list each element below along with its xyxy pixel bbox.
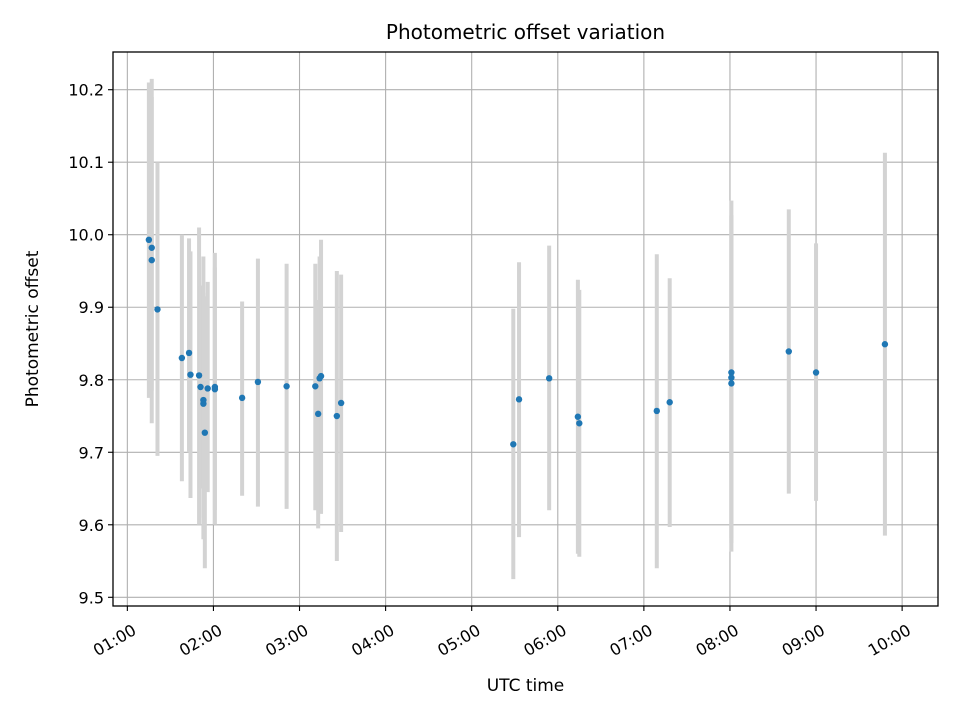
data-point	[185, 349, 193, 357]
data-point	[317, 372, 325, 380]
data-point	[283, 383, 290, 390]
data-point	[333, 412, 341, 420]
data-point	[653, 407, 660, 415]
data-point	[197, 383, 204, 391]
data-point	[254, 378, 262, 386]
data-point	[314, 410, 322, 418]
data-point	[510, 441, 517, 448]
data-point	[154, 306, 161, 313]
plot-frame	[112, 51, 939, 607]
data-point	[881, 341, 889, 348]
y-tick-label: 9.9	[79, 298, 104, 317]
data-point	[728, 374, 735, 381]
data-point	[515, 396, 523, 403]
data-point	[574, 413, 582, 420]
data-point	[145, 236, 153, 244]
chart-title: Photometric offset variation	[386, 20, 665, 44]
y-tick-label: 9.6	[79, 516, 104, 535]
y-axis-label: Photometric offset	[23, 250, 43, 407]
data-point	[195, 372, 203, 379]
data-point	[812, 369, 820, 376]
data-points	[145, 236, 889, 448]
data-point	[201, 429, 209, 436]
data-point	[666, 399, 673, 406]
y-tick-label: 9.5	[79, 588, 104, 607]
data-point	[204, 385, 211, 392]
data-point	[148, 256, 155, 264]
x-axis-label: UTC time	[487, 676, 565, 696]
y-tick-label: 9.7	[79, 443, 104, 462]
data-point	[728, 369, 735, 376]
data-point	[785, 348, 792, 355]
data-point	[238, 394, 246, 402]
grid	[113, 52, 938, 606]
y-tick-label: 10.0	[68, 226, 104, 245]
data-point	[178, 354, 186, 362]
data-point	[576, 420, 583, 427]
y-tick-label: 10.1	[68, 153, 104, 172]
data-point	[545, 375, 553, 382]
data-point	[187, 371, 194, 378]
data-point	[312, 383, 319, 390]
data-point	[728, 380, 735, 387]
data-point	[200, 400, 207, 407]
data-point	[337, 399, 345, 407]
y-tick-label: 10.2	[68, 81, 104, 100]
data-point	[148, 244, 155, 251]
y-tick-label: 9.8	[79, 371, 104, 390]
data-point	[211, 385, 219, 393]
